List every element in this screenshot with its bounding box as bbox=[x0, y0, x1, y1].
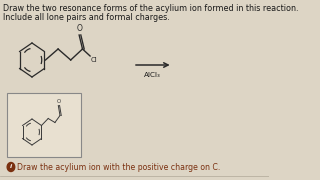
Text: O: O bbox=[57, 98, 61, 104]
Text: Draw the acylium ion with the positive charge on C.: Draw the acylium ion with the positive c… bbox=[17, 163, 220, 172]
Text: Include all lone pairs and formal charges.: Include all lone pairs and formal charge… bbox=[4, 13, 170, 22]
Circle shape bbox=[7, 163, 15, 172]
Text: Draw the two resonance forms of the acylium ion formed in this reaction.: Draw the two resonance forms of the acyl… bbox=[4, 4, 299, 13]
Text: i: i bbox=[10, 165, 12, 170]
Text: Cl: Cl bbox=[91, 57, 98, 63]
Text: AlCl₃: AlCl₃ bbox=[144, 72, 161, 78]
FancyBboxPatch shape bbox=[7, 93, 81, 157]
Text: O: O bbox=[77, 24, 83, 33]
